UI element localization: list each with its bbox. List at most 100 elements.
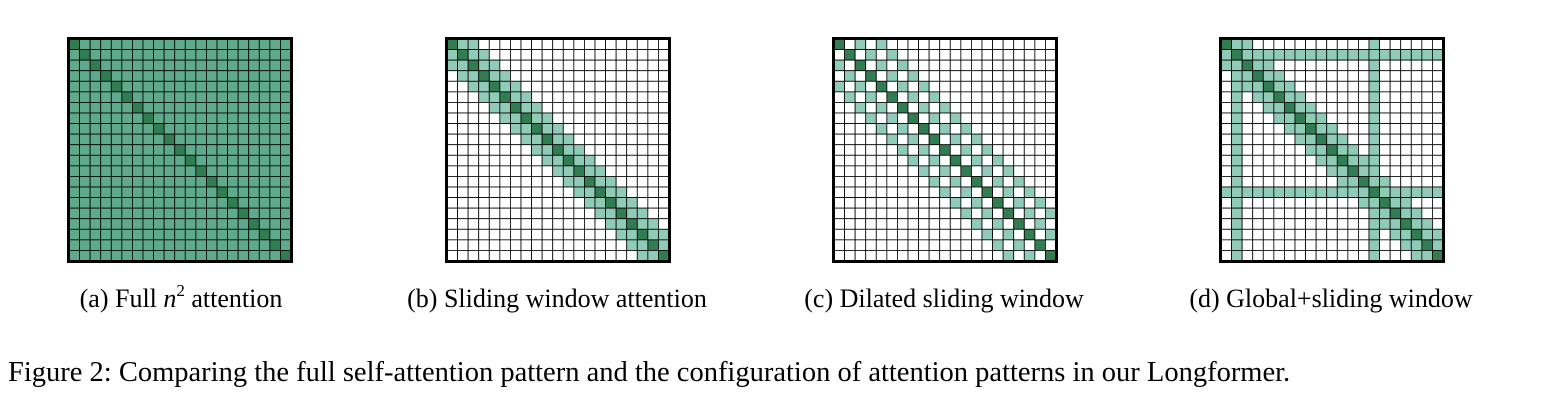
attention-cell [248, 144, 260, 156]
attention-cell [1410, 91, 1423, 103]
attention-cell [280, 91, 292, 103]
attention-cell [248, 102, 260, 114]
attention-cell [1294, 250, 1306, 262]
attention-cell [79, 239, 91, 251]
attention-cell [1410, 144, 1423, 156]
attention-cell [928, 59, 941, 72]
attention-cell [163, 80, 176, 93]
attention-cell [510, 154, 522, 167]
attention-cell [216, 144, 228, 156]
attention-cell [833, 197, 845, 209]
attention-cell [1421, 228, 1433, 241]
attention-cell [89, 239, 102, 251]
attention-cell [142, 144, 154, 156]
attention-cell [573, 112, 585, 124]
attention-cell [79, 176, 91, 188]
attention-cell [584, 207, 596, 220]
attention-cell [216, 49, 228, 61]
attention-cell [446, 112, 458, 124]
attention-cell [573, 186, 585, 198]
attention-cell [68, 144, 80, 156]
attention-cell [584, 250, 596, 262]
attention-cell [89, 165, 102, 177]
attention-cell [1002, 144, 1015, 156]
attention-cell [520, 91, 532, 103]
attention-cell [573, 91, 585, 103]
attention-cell [1273, 123, 1285, 135]
attention-cell [949, 112, 962, 124]
attention-cell [1013, 207, 1025, 220]
attention-cell [1400, 123, 1412, 135]
attention-cell [488, 49, 501, 61]
attention-cell [1421, 176, 1433, 188]
attention-cell [248, 49, 260, 61]
attention-cell [510, 38, 522, 50]
attention-cell [1368, 70, 1380, 82]
attention-cell [153, 112, 165, 124]
attention-cell [1389, 123, 1402, 135]
attention-cell [1284, 176, 1296, 188]
attention-cell [531, 70, 543, 82]
attention-cell [1358, 112, 1370, 124]
attention-cell [918, 91, 930, 103]
attention-cell [237, 102, 250, 114]
attention-cell [153, 123, 165, 135]
attention-cell [1273, 197, 1285, 209]
attention-cell [615, 197, 628, 209]
attention-cell [1241, 207, 1254, 220]
attention-cell [121, 91, 133, 103]
attention-cell [626, 91, 638, 103]
attention-cell [1326, 165, 1338, 177]
attention-cell [615, 70, 628, 82]
attention-cell [121, 102, 133, 114]
attention-cell [1262, 176, 1275, 188]
attention-cell [142, 102, 154, 114]
attention-cell [216, 102, 228, 114]
attention-cell [1347, 197, 1359, 209]
attention-cell [89, 218, 102, 230]
attention-cell [1400, 133, 1412, 146]
attention-cell [865, 91, 877, 103]
attention-cell [1358, 165, 1370, 177]
attention-cell [886, 197, 898, 209]
attention-cell [1347, 165, 1359, 177]
attention-cell [1336, 207, 1349, 220]
attention-cell [227, 144, 239, 156]
attention-cell [1410, 250, 1423, 262]
attention-cell [100, 250, 112, 262]
attention-cell [68, 38, 80, 50]
attention-cell [89, 133, 102, 146]
attention-cell [949, 49, 962, 61]
attention-cell [626, 176, 638, 188]
attention-cell [1231, 70, 1243, 82]
attention-cell [928, 197, 941, 209]
attention-cell [562, 91, 575, 103]
attention-cell [658, 218, 670, 230]
attention-cell [1326, 38, 1338, 50]
attention-cell [1368, 250, 1380, 262]
attention-cell [615, 123, 628, 135]
attention-cell [1305, 133, 1317, 146]
attention-cell [1002, 197, 1015, 209]
attention-cell [227, 239, 239, 251]
attention-cell [541, 218, 554, 230]
attention-cell [1326, 59, 1338, 72]
attention-cell [184, 239, 197, 251]
attention-cell [552, 91, 564, 103]
attention-cell [488, 207, 501, 220]
attention-cell [1315, 239, 1328, 251]
attention-cell [854, 176, 867, 188]
attention-cell [1231, 218, 1243, 230]
attention-cell [121, 144, 133, 156]
attention-cell [1379, 59, 1391, 72]
attention-cell [865, 102, 877, 114]
attention-cell [132, 102, 144, 114]
attention-cell [541, 207, 554, 220]
attention-cell [467, 197, 480, 209]
attention-cell [928, 207, 941, 220]
attention-cell [594, 207, 606, 220]
attention-cell [227, 91, 239, 103]
attention-cell [132, 154, 144, 167]
attention-cell [1034, 154, 1046, 167]
attention-cell [1432, 91, 1444, 103]
